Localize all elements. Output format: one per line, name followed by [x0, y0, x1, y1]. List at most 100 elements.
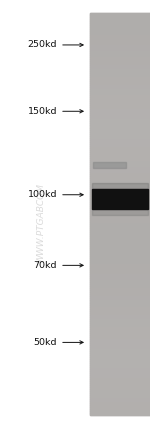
Text: WWW.PTGABCOM: WWW.PTGABCOM — [36, 183, 45, 262]
Bar — [90, 288, 150, 291]
Bar — [90, 333, 150, 335]
Bar — [90, 361, 150, 363]
Bar — [90, 387, 150, 389]
Bar — [90, 208, 150, 210]
Bar — [90, 79, 150, 81]
Bar — [90, 89, 150, 91]
Bar — [90, 29, 150, 31]
Bar — [90, 298, 150, 300]
Bar — [90, 355, 150, 357]
Bar — [90, 75, 150, 77]
Bar — [90, 367, 150, 369]
Bar — [90, 61, 150, 63]
Bar — [90, 397, 150, 399]
Bar — [90, 45, 150, 47]
Text: 150kd: 150kd — [27, 107, 57, 116]
Bar — [90, 59, 150, 61]
Bar — [90, 409, 150, 411]
Bar — [90, 198, 150, 200]
Bar — [90, 337, 150, 339]
Bar — [90, 218, 150, 220]
Bar — [90, 27, 150, 29]
Bar — [90, 117, 150, 119]
Text: 250kd: 250kd — [27, 40, 57, 50]
Bar — [90, 168, 150, 170]
Bar — [90, 174, 150, 176]
Bar — [90, 71, 150, 73]
Bar — [90, 403, 150, 405]
Bar — [90, 381, 150, 383]
Bar — [90, 359, 150, 361]
Bar — [90, 238, 150, 240]
Bar — [90, 335, 150, 337]
Bar — [90, 110, 150, 111]
Text: 50kd: 50kd — [33, 338, 57, 347]
Bar — [90, 163, 150, 166]
Bar — [90, 341, 150, 343]
Bar — [90, 291, 150, 292]
Text: 70kd: 70kd — [33, 261, 57, 270]
Bar — [90, 143, 150, 146]
Bar — [90, 363, 150, 365]
Bar — [90, 33, 150, 35]
Bar — [90, 156, 150, 158]
Bar — [90, 347, 150, 349]
Bar — [90, 389, 150, 391]
Bar — [90, 31, 150, 33]
Bar — [90, 234, 150, 236]
Bar — [90, 312, 150, 315]
Bar — [90, 131, 150, 134]
Bar — [90, 264, 150, 266]
Bar — [90, 282, 150, 284]
Bar — [90, 248, 150, 250]
Bar — [90, 331, 150, 333]
Bar — [90, 377, 150, 379]
Bar — [90, 202, 150, 204]
Bar — [90, 306, 150, 309]
Bar — [90, 375, 150, 377]
Bar — [90, 81, 150, 83]
Bar — [90, 148, 150, 150]
Bar — [90, 254, 150, 256]
Bar — [90, 230, 150, 232]
Bar — [90, 47, 150, 49]
Bar — [90, 272, 150, 274]
Bar — [90, 343, 150, 345]
Bar — [90, 345, 150, 347]
Text: 100kd: 100kd — [27, 190, 57, 199]
Bar — [90, 252, 150, 254]
Bar — [90, 113, 150, 116]
Bar — [90, 204, 150, 206]
Bar — [90, 190, 150, 192]
Bar — [90, 13, 150, 15]
Bar — [90, 85, 150, 87]
Bar — [90, 232, 150, 234]
Bar — [90, 23, 150, 25]
Bar — [90, 222, 150, 224]
Bar — [90, 137, 150, 140]
Bar — [90, 13, 150, 415]
Bar — [90, 206, 150, 208]
Bar — [90, 97, 150, 99]
Bar — [90, 41, 150, 43]
Bar — [90, 369, 150, 371]
Bar — [90, 276, 150, 278]
Bar — [90, 188, 150, 190]
Bar — [90, 220, 150, 222]
Bar — [90, 303, 150, 305]
Bar — [90, 180, 150, 182]
Bar — [90, 73, 150, 75]
Bar — [90, 134, 150, 136]
Bar — [90, 278, 150, 280]
Bar — [90, 393, 150, 395]
Bar — [90, 87, 150, 89]
Bar — [90, 242, 150, 244]
Bar — [90, 216, 150, 218]
Bar — [90, 152, 150, 154]
Bar — [90, 178, 150, 180]
Bar — [90, 285, 150, 286]
Bar — [90, 49, 150, 51]
Bar — [90, 339, 150, 341]
Bar — [90, 162, 150, 164]
Bar — [90, 214, 150, 216]
